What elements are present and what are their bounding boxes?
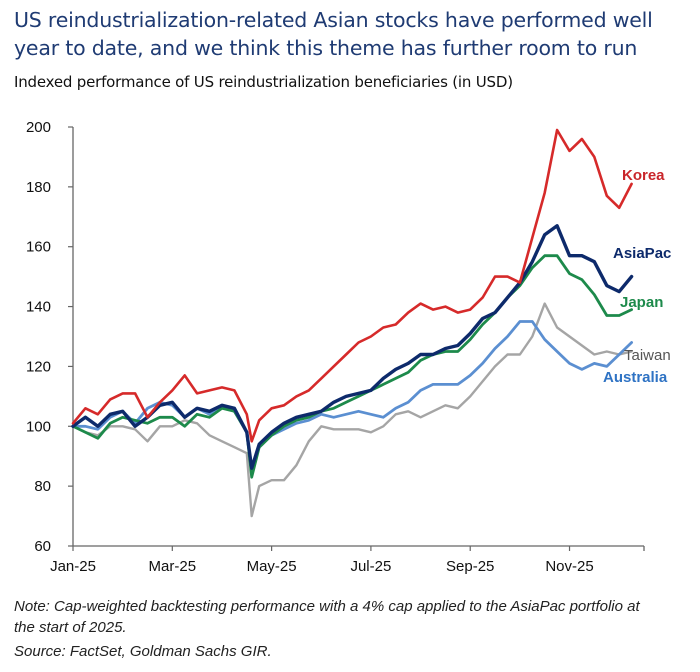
line-chart: 60 80 100 120 140 160 180 200 Jan-25 Mar-25 May-25… [26, 119, 671, 575]
x-tick-label: Jul-25 [350, 558, 391, 575]
series-line-korea [71, 128, 633, 443]
y-tick-label: 180 [26, 179, 51, 196]
series-labels: Korea AsiaPac Japan Taiwan Australia [603, 167, 671, 386]
y-tick-label: 160 [26, 239, 51, 256]
series-label-asiapac: AsiaPac [613, 245, 671, 262]
y-tick-label: 120 [26, 358, 51, 375]
y-tick-label: 200 [26, 119, 51, 136]
x-tick-label: Mar-25 [149, 558, 197, 575]
series-label-taiwan: Taiwan [624, 347, 671, 364]
series-label-japan: Japan [620, 294, 663, 311]
axes: 60 80 100 120 140 160 180 200 Jan-25 Mar-25 May-25… [26, 119, 645, 575]
y-tick-label: 140 [26, 299, 51, 316]
x-tick-label: Sep-25 [446, 558, 494, 575]
series-lines [71, 128, 634, 518]
chart-source: Source: FactSet, Goldman Sachs GIR. [14, 643, 272, 660]
chart-subtitle: Indexed performance of US reindustrializ… [14, 73, 513, 91]
series-line-japan [71, 254, 633, 479]
y-tick-label: 60 [34, 538, 51, 555]
x-tick-label: May-25 [247, 558, 297, 575]
y-tick-label: 80 [34, 478, 51, 495]
chart-note: Note: Cap-weighted backtesting performan… [14, 598, 640, 636]
chart-title: US reindustrialization-related Asian sto… [14, 8, 653, 60]
series-label-australia: Australia [603, 369, 668, 386]
x-tick-label: Jan-25 [50, 558, 96, 575]
series-label-korea: Korea [622, 167, 665, 184]
x-tick-label: Nov-25 [545, 558, 593, 575]
y-tick-label: 100 [26, 418, 51, 435]
series-line-asiapac [71, 224, 634, 470]
